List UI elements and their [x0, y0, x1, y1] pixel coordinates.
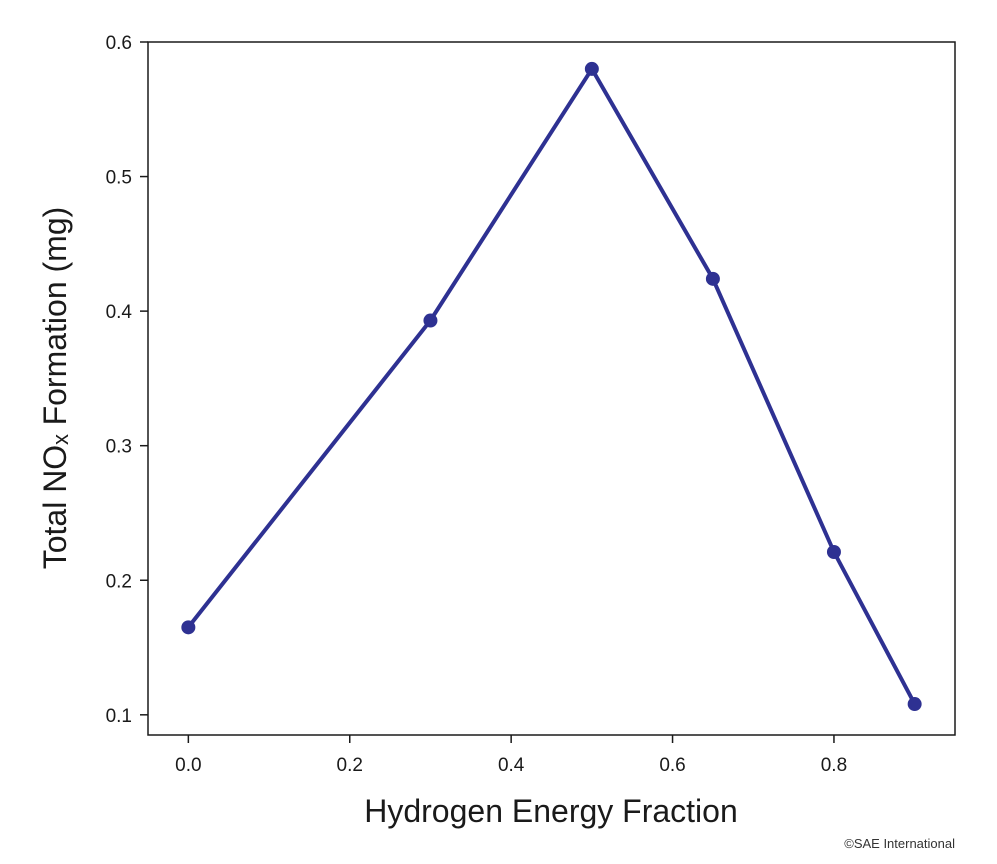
- y-tick-label: 0.1: [106, 706, 132, 727]
- series-line: [186, 66, 917, 707]
- x-tick-label: 0.6: [659, 755, 685, 776]
- data-point: [826, 544, 841, 559]
- data-point: [584, 61, 599, 76]
- data-point: [705, 271, 720, 286]
- y-axis-ticks: 0.1 0.2 0.3 0.4 0.5 0.6: [106, 33, 148, 727]
- x-tick-label: 0.4: [498, 755, 525, 776]
- series-layer: [181, 61, 922, 712]
- plot-frame: [147, 41, 956, 736]
- x-axis-title: Hydrogen Energy Fraction: [364, 793, 738, 829]
- data-point: [181, 620, 196, 635]
- x-tick-label: 0.8: [821, 755, 847, 776]
- x-tick-label: 0.2: [337, 755, 363, 776]
- y-tick-label: 0.3: [106, 437, 132, 458]
- y-tick-label: 0.2: [106, 571, 132, 592]
- x-axis-ticks: 0.0 0.2 0.4 0.6 0.8: [175, 735, 847, 776]
- y-tick-label: 0.5: [106, 168, 132, 189]
- y-axis-title: Total NOₓ Formation (mg): [37, 207, 73, 570]
- x-tick-label: 0.0: [175, 755, 201, 776]
- copyright-credit: ©SAE International: [844, 836, 955, 851]
- y-tick-label: 0.4: [106, 302, 133, 323]
- y-tick-label: 0.6: [106, 33, 132, 54]
- data-point: [907, 697, 922, 712]
- data-point: [423, 313, 438, 328]
